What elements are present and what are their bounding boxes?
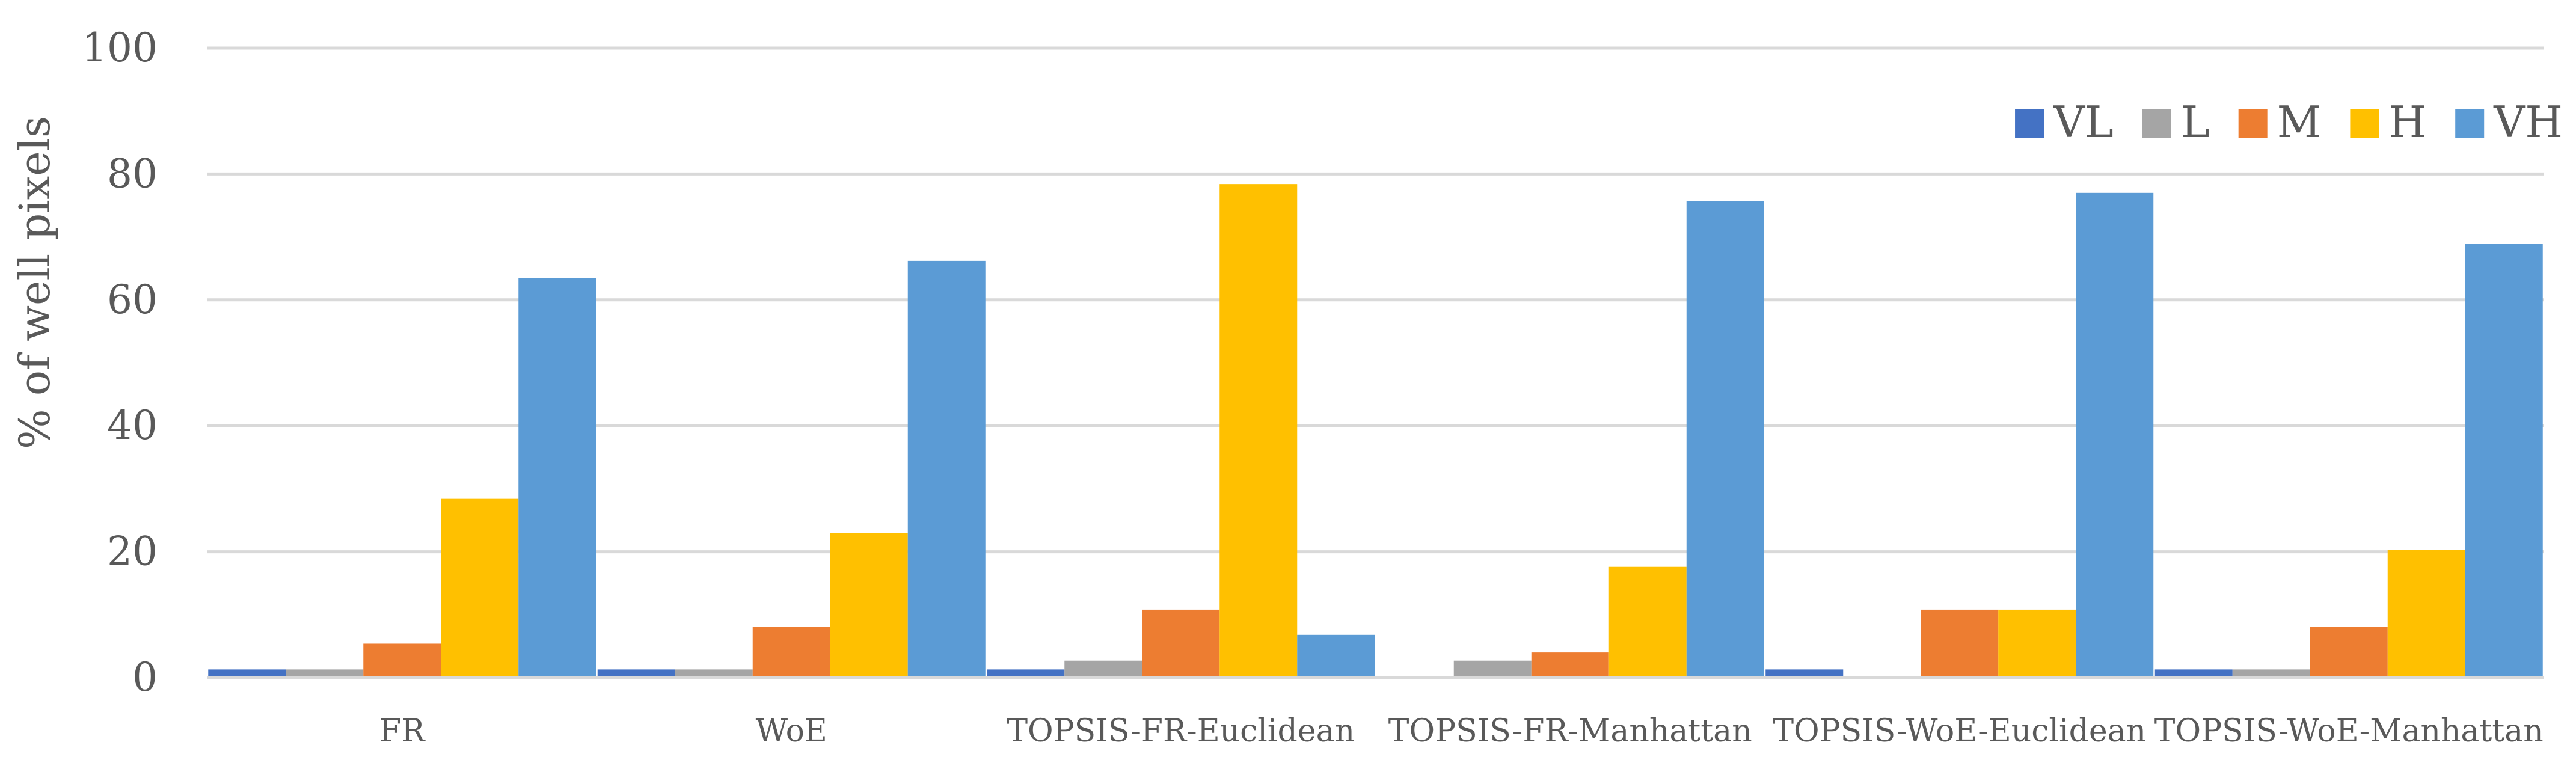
gridlines [207, 46, 2544, 554]
bar-vh-5 [2076, 192, 2154, 678]
legend-label-vh: VH [2493, 97, 2563, 147]
bar-vh-6 [2465, 244, 2543, 678]
y-tick-label: 40 [107, 402, 158, 449]
bar-h-1 [441, 498, 519, 678]
legend-label-l: L [2181, 97, 2210, 147]
bar-m-6 [2310, 627, 2388, 678]
bar-vl-2 [597, 669, 675, 678]
x-tick-label: FR [379, 713, 426, 749]
legend-swatch-m [2238, 109, 2268, 138]
legend: VL L M H VH [2015, 97, 2563, 147]
bar-m-5 [1921, 609, 1999, 678]
legend-swatch-l [2142, 109, 2171, 138]
bar-h-3 [1219, 184, 1298, 678]
legend-label-h: H [2388, 97, 2426, 147]
bar-vh-4 [1686, 201, 1764, 678]
y-tick-label: 20 [107, 528, 158, 575]
bar-h-2 [830, 533, 908, 678]
bar-vl-5 [1765, 669, 1844, 678]
y-tick-label: 60 [107, 277, 158, 323]
bar-m-1 [363, 643, 441, 678]
bar-h-5 [1998, 609, 2076, 678]
legend-swatch-vl [2015, 109, 2044, 138]
bar-h-6 [2387, 550, 2465, 678]
bars [208, 184, 2543, 678]
bar-vh-3 [1297, 634, 1375, 678]
x-tick-label: TOPSIS-FR-Manhattan [1388, 713, 1752, 749]
y-tick-label: 80 [107, 150, 158, 197]
y-tick-label: 100 [82, 25, 158, 71]
legend-swatch-h [2350, 109, 2379, 138]
bar-l-3 [1064, 660, 1142, 678]
x-tick-label: TOPSIS-WoE-Euclidean [1773, 713, 2146, 749]
y-axis-label: % of well pixels [10, 116, 60, 449]
bar-vh-2 [907, 260, 986, 678]
bar-h-4 [1608, 566, 1687, 678]
x-tick-label: WoE [756, 713, 827, 749]
bar-l-4 [1453, 660, 1532, 678]
y-tick-label: 0 [132, 654, 158, 700]
bar-m-2 [752, 627, 830, 678]
bar-l-6 [2232, 669, 2310, 678]
x-tick-label: TOPSIS-FR-Euclidean [1007, 713, 1355, 749]
bar-vl-6 [2154, 669, 2233, 678]
legend-label-vl: VL [2053, 97, 2114, 147]
bar-vl-1 [208, 669, 286, 678]
bar-vl-3 [987, 669, 1065, 678]
legend-label-m: M [2277, 97, 2322, 147]
bar-m-4 [1531, 652, 1609, 678]
bar-l-1 [286, 669, 364, 678]
x-tick-label: TOPSIS-WoE-Manhattan [2154, 713, 2544, 749]
bar-m-3 [1142, 609, 1220, 678]
bar-vh-1 [518, 278, 596, 678]
legend-swatch-vh [2455, 109, 2485, 138]
bar-l-2 [675, 669, 753, 678]
axes: 0 20 40 60 80 100 FR WoE TOPSIS-FR-Euclidean TOPS… [82, 25, 2544, 749]
